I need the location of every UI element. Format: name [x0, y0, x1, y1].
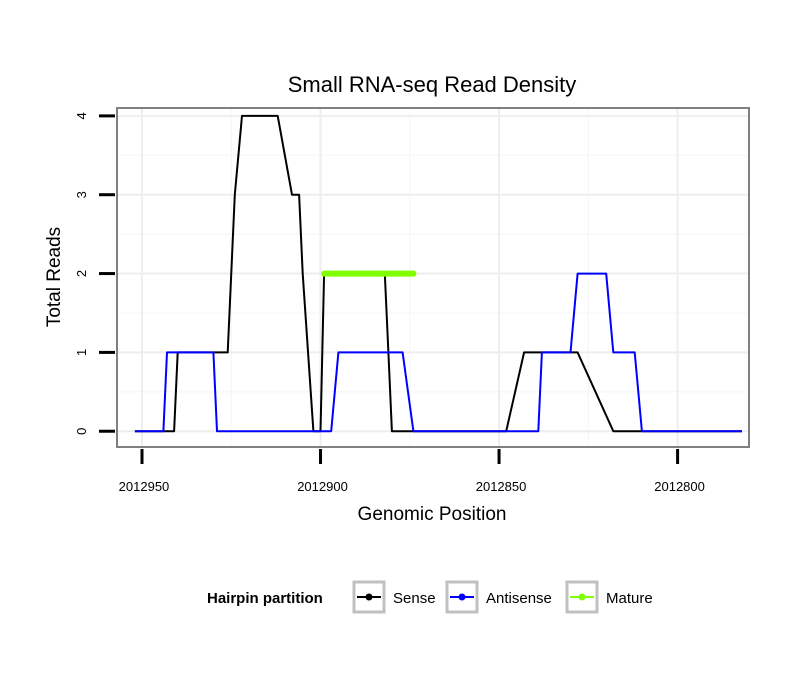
x-tick-label: 2012800 [654, 479, 705, 494]
legend-title: Hairpin partition [207, 590, 323, 607]
chart-title: Small RNA-seq Read Density [288, 72, 577, 97]
legend-label-mature: Mature [606, 590, 653, 607]
x-tick-label: 2012950 [119, 479, 170, 494]
legend-label-antisense: Antisense [486, 590, 552, 607]
x-axis-title: Genomic Position [358, 504, 507, 525]
x-tick-label: 2012900 [297, 479, 348, 494]
legend-label-sense: Sense [393, 590, 436, 607]
y-tick-label: 1 [74, 349, 89, 356]
y-axis: 0 1 2 3 4 [74, 112, 115, 435]
series-line-antisense [134, 272, 742, 433]
y-tick-label: 3 [74, 191, 89, 198]
x-tick-label: 2012850 [476, 479, 527, 494]
x-axis: 2012950 2012900 2012850 2012800 [119, 449, 705, 494]
legend-key-point [578, 593, 586, 601]
legend-key-mature [565, 580, 599, 614]
legend: Hairpin partition Sense Antisense Mature [207, 580, 653, 614]
y-tick-label: 2 [74, 270, 89, 277]
y-tick-label: 4 [74, 112, 89, 119]
panel-border [116, 107, 750, 448]
legend-key-point [365, 593, 373, 601]
y-axis-title: Total Reads [44, 227, 65, 327]
series-layer [134, 114, 742, 433]
plot-panel [116, 107, 750, 448]
legend-key-point [458, 593, 466, 601]
y-tick-label: 0 [74, 428, 89, 435]
